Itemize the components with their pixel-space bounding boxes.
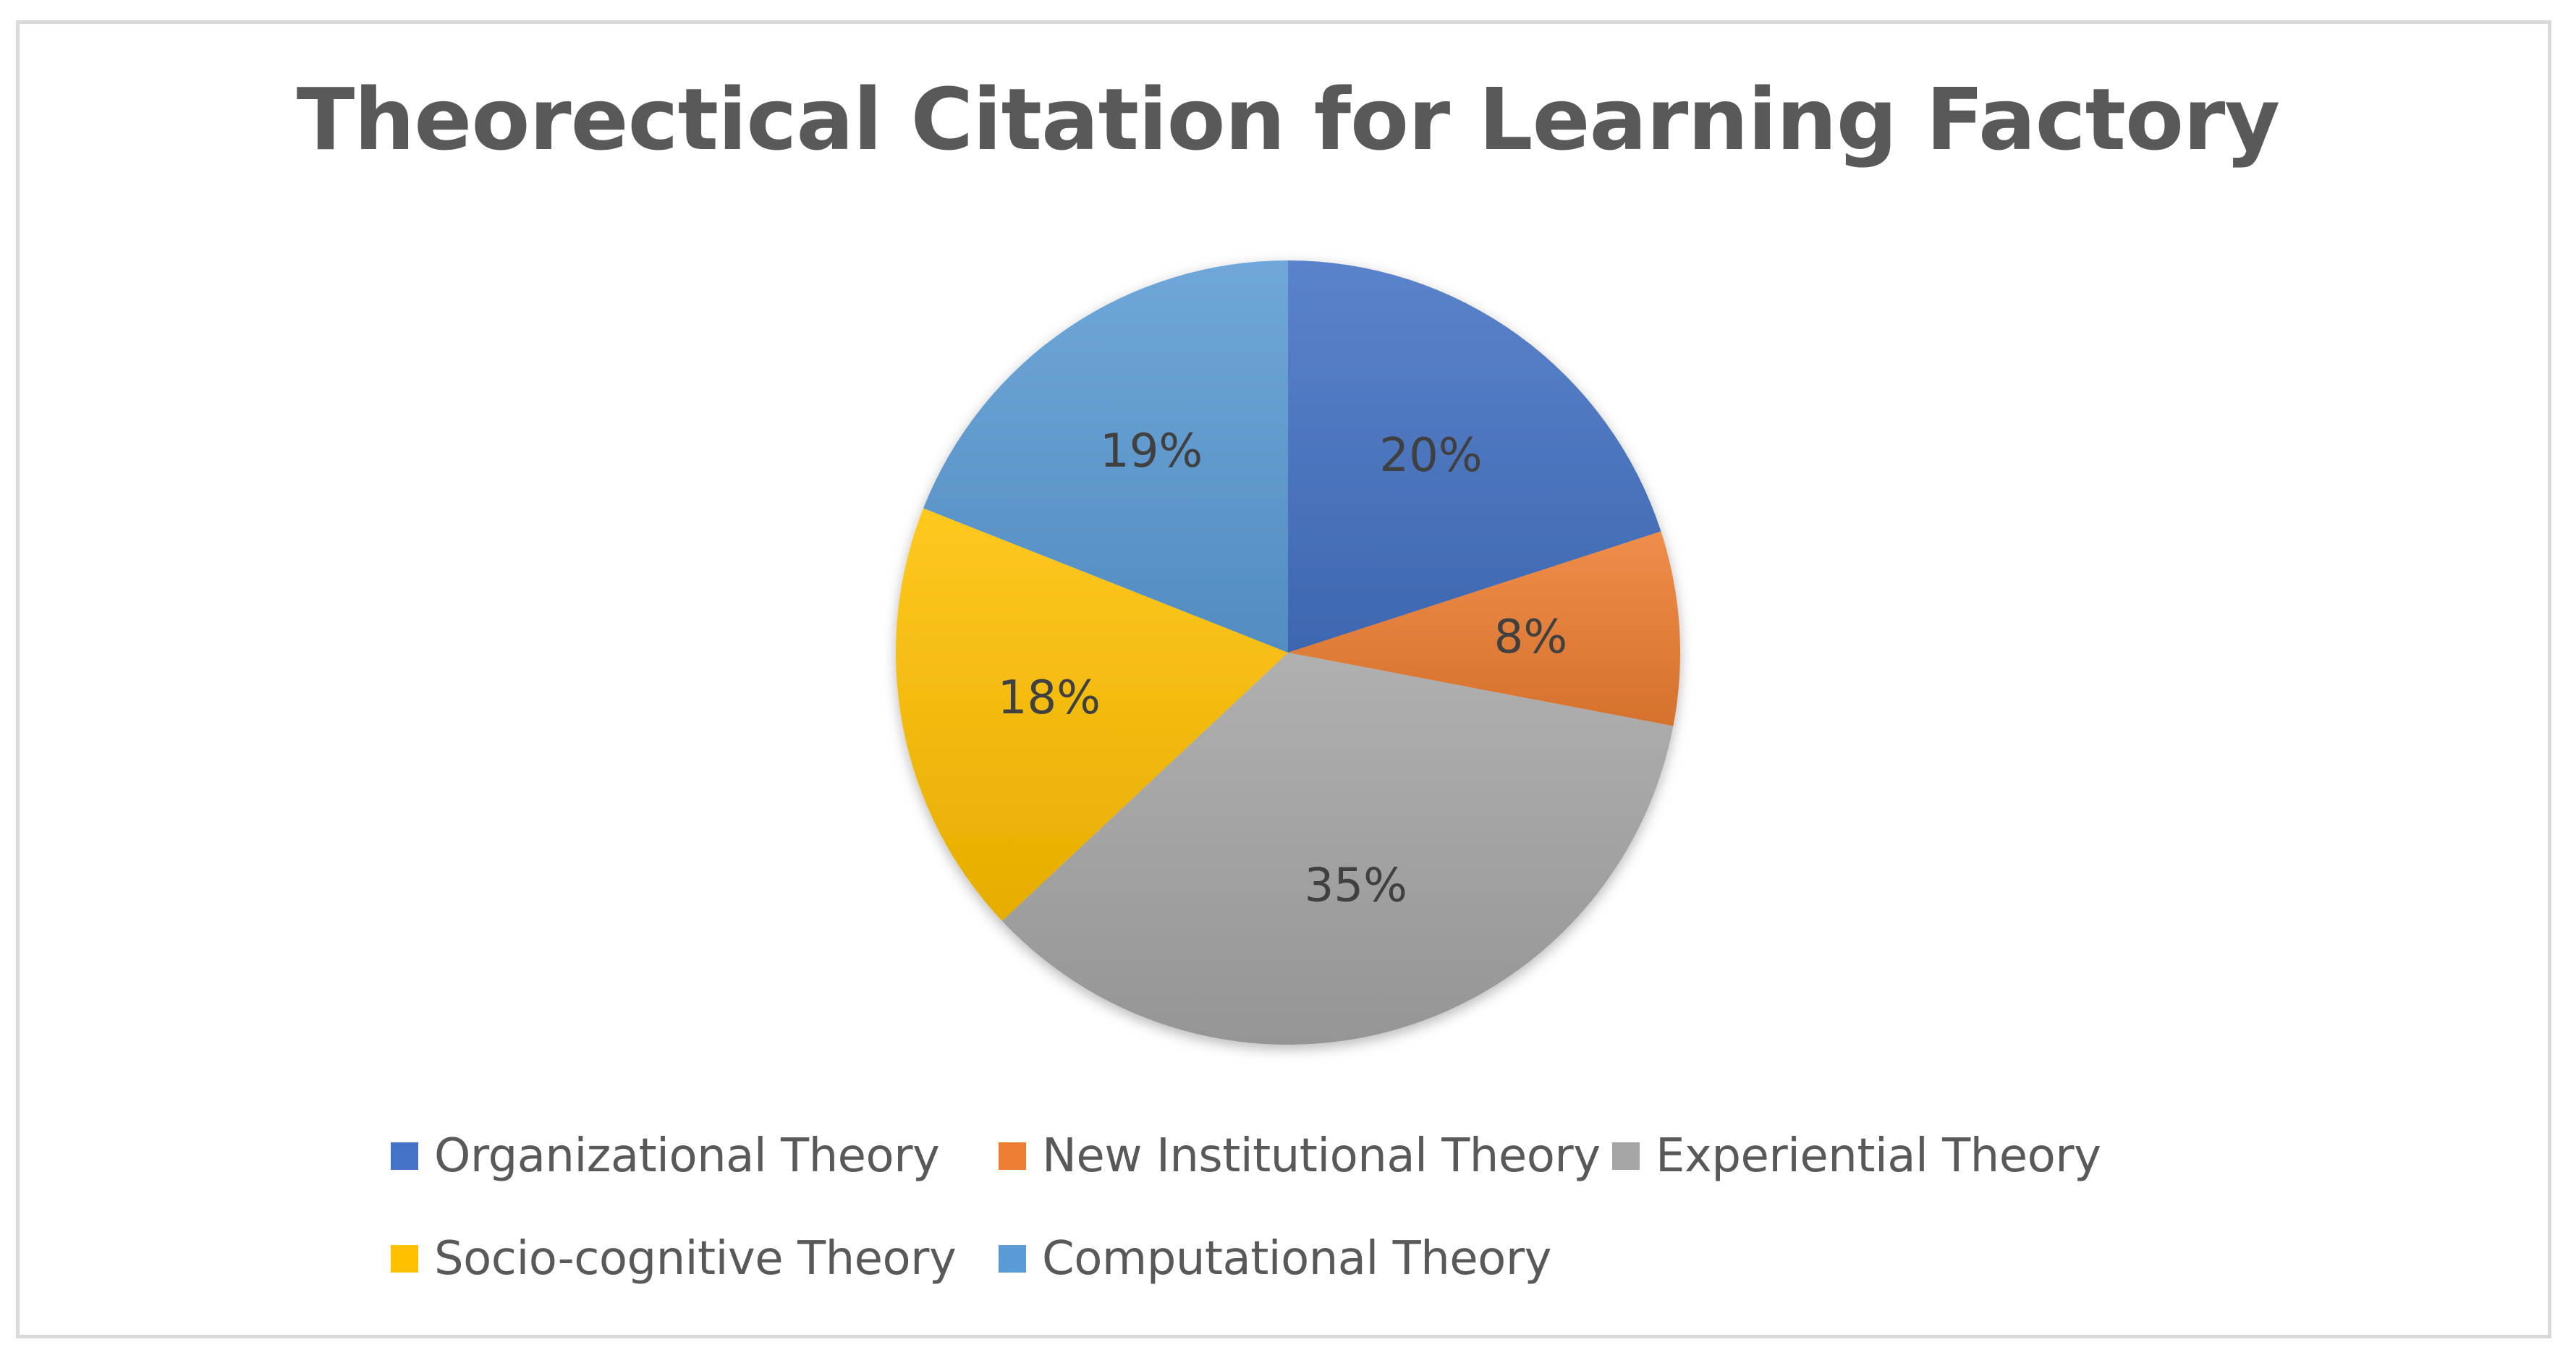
legend-item-socio-cognitive-theory: Socio-cognitive Theory [391, 1223, 957, 1295]
legend-item-experiential-theory: Experiential Theory [1612, 1120, 2101, 1192]
data-label-organizational-theory: 20% [1379, 429, 1482, 483]
legend-label: Organizational Theory [434, 1129, 940, 1183]
data-label-new-institutional-theory: 8% [1494, 611, 1568, 664]
legend-label: Experiential Theory [1656, 1129, 2101, 1183]
pie-slice-organizational-theory [1288, 260, 1661, 653]
data-label-computational-theory: 19% [1100, 425, 1203, 478]
legend-label: Socio-cognitive Theory [434, 1232, 957, 1286]
legend-swatch [1612, 1142, 1640, 1170]
legend-swatch [999, 1245, 1026, 1273]
legend-item-new-institutional-theory: New Institutional Theory [999, 1120, 1601, 1192]
pie-slice-socio-cognitive-theory [896, 508, 1288, 922]
chart-title: Theorectical Citation for Learning Facto… [296, 69, 2280, 169]
pie-slice-new-institutional-theory [1288, 531, 1680, 726]
data-label-experiential-theory: 35% [1305, 859, 1407, 913]
chart-legend: Organizational Theory New Institutional … [391, 1120, 2243, 1286]
legend-item-computational-theory: Computational Theory [999, 1223, 1552, 1295]
legend-label: New Institutional Theory [1042, 1129, 1601, 1183]
pie-slice-experiential-theory [1001, 653, 1674, 1045]
legend-label: Computational Theory [1042, 1232, 1552, 1286]
legend-swatch [391, 1142, 418, 1170]
legend-item-organizational-theory: Organizational Theory [391, 1120, 940, 1192]
legend-swatch [999, 1142, 1026, 1170]
pie-slice-computational-theory [923, 260, 1288, 653]
legend-swatch [391, 1245, 418, 1273]
data-label-socio-cognitive-theory: 18% [998, 671, 1101, 725]
